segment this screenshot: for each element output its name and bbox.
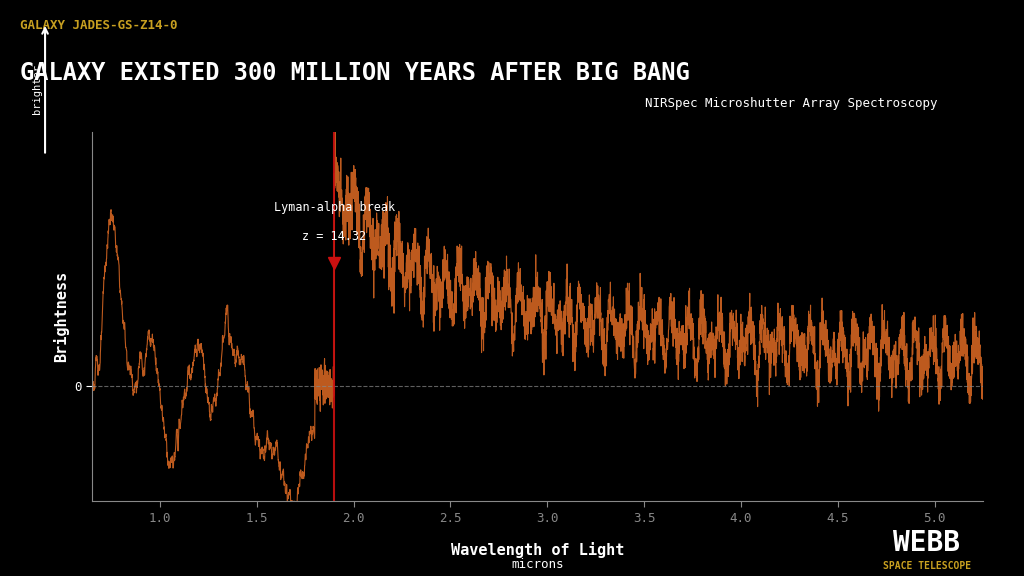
Text: microns: microns: [511, 558, 564, 571]
Text: Lyman-alpha break: Lyman-alpha break: [273, 200, 395, 214]
Text: NIRSpec Microshutter Array Spectroscopy: NIRSpec Microshutter Array Spectroscopy: [645, 97, 938, 111]
Text: brighter: brighter: [32, 65, 42, 114]
Y-axis label: Brightness: Brightness: [52, 271, 69, 362]
Text: GALAXY JADES-GS-Z14-0: GALAXY JADES-GS-Z14-0: [20, 19, 178, 32]
Text: GALAXY EXISTED 300 MILLION YEARS AFTER BIG BANG: GALAXY EXISTED 300 MILLION YEARS AFTER B…: [20, 61, 690, 85]
Text: z = 14.32: z = 14.32: [302, 230, 367, 243]
Text: WEBB: WEBB: [893, 529, 961, 556]
Text: SPACE TELESCOPE: SPACE TELESCOPE: [883, 560, 971, 571]
Text: Wavelength of Light: Wavelength of Light: [451, 542, 625, 558]
